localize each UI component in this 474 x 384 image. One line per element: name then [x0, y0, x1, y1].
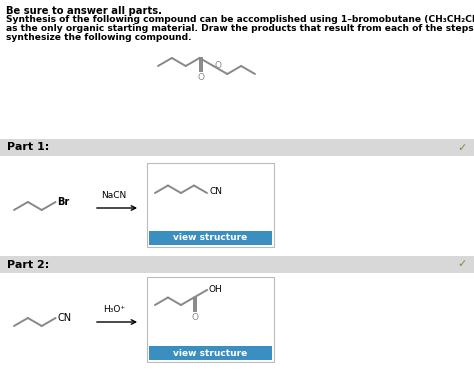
- Text: Br: Br: [57, 197, 70, 207]
- Text: O: O: [197, 73, 204, 82]
- Text: OH: OH: [209, 285, 223, 293]
- Text: O: O: [191, 313, 199, 321]
- Text: H₃O⁺: H₃O⁺: [103, 306, 125, 314]
- Text: NaCN: NaCN: [101, 192, 127, 200]
- Text: Part 2:: Part 2:: [7, 260, 49, 270]
- Text: Part 1:: Part 1:: [7, 142, 49, 152]
- Bar: [0, 256, 474, 273]
- Text: view structure: view structure: [173, 349, 247, 358]
- Text: Synthesis of the following compound can be accomplished using 1–bromobutane (CH₃: Synthesis of the following compound can …: [6, 15, 474, 24]
- Text: CN: CN: [210, 187, 223, 197]
- Text: ✓: ✓: [457, 260, 467, 270]
- Text: synthesize the following compound.: synthesize the following compound.: [6, 33, 191, 42]
- Bar: [147, 163, 274, 247]
- Text: CN: CN: [57, 313, 72, 323]
- Bar: [149, 231, 272, 245]
- Text: O: O: [214, 61, 221, 70]
- Text: view structure: view structure: [173, 233, 247, 243]
- Bar: [147, 277, 274, 362]
- Text: as the only organic starting material. Draw the products that result from each o: as the only organic starting material. D…: [6, 24, 474, 33]
- Bar: [149, 346, 272, 360]
- Text: ✓: ✓: [457, 142, 467, 152]
- Text: Be sure to answer all parts.: Be sure to answer all parts.: [6, 6, 162, 16]
- Bar: [0, 139, 474, 156]
